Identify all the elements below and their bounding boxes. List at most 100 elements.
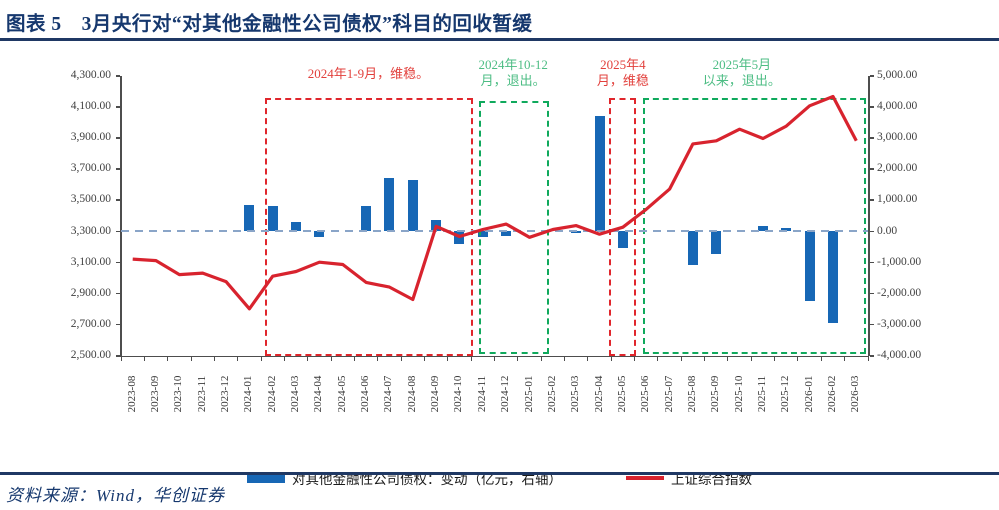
bar-2026-02 xyxy=(827,231,838,324)
right-axis-tick xyxy=(869,106,874,108)
legend-item-line: 上证综合指数 xyxy=(626,468,752,488)
right-axis-tick-label: -3,000.00 xyxy=(877,317,922,330)
left-axis-tick xyxy=(116,168,120,170)
x-axis-tick xyxy=(610,355,612,361)
right-axis-tick-label: 2,000.00 xyxy=(877,162,918,175)
bar-2024-06 xyxy=(361,206,372,232)
right-axis-tick xyxy=(869,323,874,326)
right-axis-tick-label: 0.00 xyxy=(877,224,898,237)
x-axis-tick xyxy=(494,355,495,361)
source-note: 资料来源：Wind，华创证券 xyxy=(6,486,225,505)
left-axis-tick-label: 2,700.00 xyxy=(70,317,111,330)
title-rule xyxy=(0,38,999,41)
left-axis-tick-label: 2,500.00 xyxy=(70,349,111,361)
bar-2024-01 xyxy=(244,204,255,232)
x-axis-tick xyxy=(750,355,752,361)
x-axis-tick xyxy=(237,355,239,361)
left-axis-tick xyxy=(116,261,120,264)
x-axis-tick xyxy=(283,355,285,361)
x-axis-tick xyxy=(844,355,846,361)
annotation-text-3: 2025年4 月，维稳 xyxy=(596,57,649,88)
left-axis-tick xyxy=(116,292,120,295)
x-axis-tick xyxy=(143,355,145,361)
x-axis-tick xyxy=(517,355,519,361)
x-axis-tick xyxy=(797,355,799,361)
bar-series-swatch xyxy=(247,473,285,483)
bar-2024-02 xyxy=(267,206,278,232)
legend-item-bar: 对其他金融性公司债权：变动（亿元，右轴） xyxy=(247,468,562,488)
x-axis-tick xyxy=(400,355,402,361)
x-axis-tick xyxy=(190,355,192,361)
bar-2025-11 xyxy=(757,225,768,232)
annotation-text-4: 2025年5月 以来，退出。 xyxy=(702,57,781,88)
bar-2025-04 xyxy=(594,116,605,232)
x-axis-tick xyxy=(470,355,472,361)
figure-title: 图表 5 3月央行对“对其他金融性公司债权”科目的回收暂缓 xyxy=(6,14,533,35)
footer-rule xyxy=(0,472,999,475)
right-axis-tick-label: 3,000.00 xyxy=(877,131,918,144)
x-axis-tick xyxy=(423,355,425,361)
bar-2025-08 xyxy=(687,231,698,265)
bar-2024-03 xyxy=(291,222,302,232)
left-axis-tick xyxy=(116,106,120,108)
bar-2025-09 xyxy=(711,231,722,254)
right-axis-tick xyxy=(869,75,874,77)
right-axis-tick xyxy=(869,168,874,170)
legend-bar-label: 对其他金融性公司债权：变动（亿元，右轴） xyxy=(292,472,562,487)
x-axis-tick xyxy=(657,355,659,361)
annotation-box-1 xyxy=(264,98,474,356)
x-axis-tick xyxy=(727,355,729,361)
x-axis-tick xyxy=(167,355,169,361)
line-series-swatch xyxy=(626,476,664,480)
bar-2025-12 xyxy=(781,227,792,232)
bar-2024-12 xyxy=(501,231,512,236)
right-axis-tick xyxy=(869,292,874,295)
right-axis-tick-label: 5,000.00 xyxy=(877,69,918,81)
line-series xyxy=(132,94,858,311)
left-axis-tick xyxy=(116,75,120,77)
bar-2025-05 xyxy=(617,231,628,249)
bar-2024-07 xyxy=(384,178,395,232)
bar-2025-03 xyxy=(571,231,582,234)
chart-area: 4,300.00 4,100.00 3,900.00 3,700.00 3,500.00… xyxy=(0,42,999,430)
x-axis-tick xyxy=(774,355,776,361)
right-axis-tick-label: -1,000.00 xyxy=(877,255,922,268)
bar-2024-04 xyxy=(314,231,325,237)
left-axis-tick-label: 3,900.00 xyxy=(70,131,111,144)
line-series-layer xyxy=(121,94,868,311)
left-axis-tick-label: 2,900.00 xyxy=(70,286,111,299)
annotation-box-3 xyxy=(608,98,636,356)
right-axis-tick-label: -2,000.00 xyxy=(877,286,922,299)
x-axis-tick xyxy=(330,355,332,361)
x-axis-tick xyxy=(540,355,542,361)
x-axis-tick xyxy=(260,355,262,361)
left-axis-tick-label: 3,300.00 xyxy=(70,224,111,237)
annotation-box-2 xyxy=(479,101,550,354)
right-axis-tick-label: 4,000.00 xyxy=(877,100,918,113)
x-axis-tick xyxy=(704,355,706,361)
x-axis-tick xyxy=(447,355,449,361)
right-axis-tick-label: -4,000.00 xyxy=(877,349,922,361)
x-axis-tick xyxy=(377,355,379,361)
right-axis-tick xyxy=(869,261,874,264)
right-axis-tick-label: 1,000.00 xyxy=(877,193,918,206)
x-axis-tick xyxy=(634,355,636,361)
x-axis-tick xyxy=(680,355,682,361)
annotation-box-4 xyxy=(642,98,866,354)
left-axis-tick-label: 3,100.00 xyxy=(70,255,111,268)
x-axis-tick xyxy=(120,355,122,361)
x-axis-tick xyxy=(307,355,309,361)
left-axis-tick-label: 4,300.00 xyxy=(70,69,111,81)
left-axis-tick-label: 3,700.00 xyxy=(70,162,111,175)
right-axis-tick xyxy=(869,137,874,139)
annotation-text-1: 2024年1-9月，维稳。 xyxy=(307,66,430,81)
x-axis-tick xyxy=(353,355,355,361)
right-axis-line xyxy=(868,75,870,356)
right-axis-tick xyxy=(869,199,874,201)
x-axis-tick xyxy=(213,355,215,361)
left-axis-tick xyxy=(116,323,120,326)
bar-2024-08 xyxy=(407,180,418,232)
left-axis-tick xyxy=(116,230,120,233)
legend-line-label: 上证综合指数 xyxy=(671,472,752,487)
